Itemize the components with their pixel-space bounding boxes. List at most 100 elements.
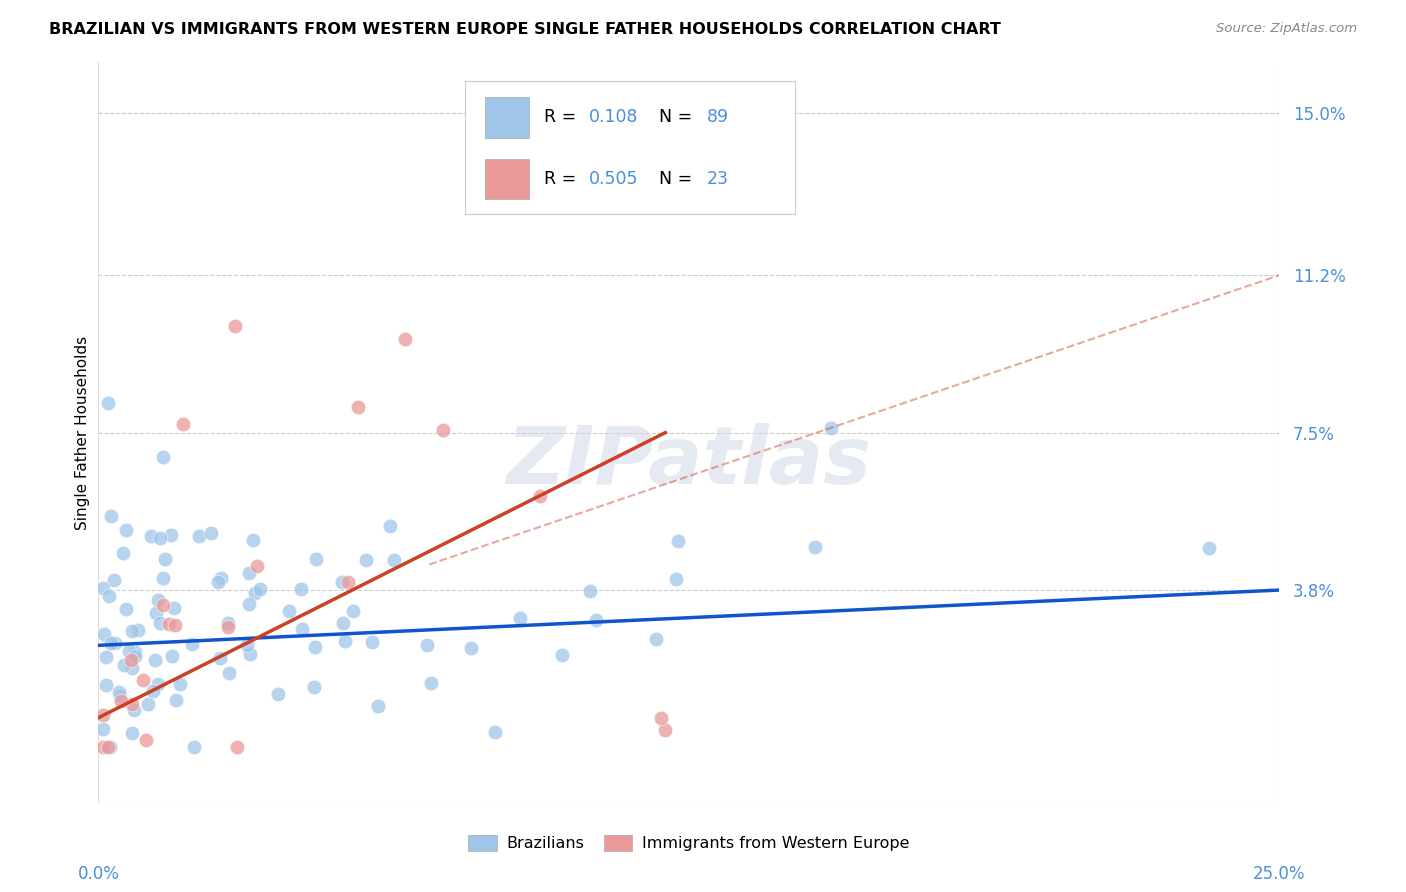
Point: [509, 611, 531, 625]
Point: [98, 740, 121, 755]
Point: [160, 528, 183, 542]
Point: [239, 647, 262, 661]
Point: [416, 638, 439, 652]
Point: [330, 574, 353, 589]
Bar: [485, 159, 530, 200]
Point: [163, 601, 186, 615]
Point: [152, 599, 174, 613]
Point: [224, 319, 246, 334]
Point: [666, 533, 689, 548]
Point: [356, 553, 378, 567]
Point: [238, 597, 260, 611]
Point: [183, 740, 205, 755]
Point: [804, 541, 827, 555]
Point: [121, 624, 143, 639]
Point: [217, 619, 239, 633]
Point: [200, 525, 222, 540]
Legend: Brazilians, Immigrants from Western Europe: Brazilians, Immigrants from Western Euro…: [463, 829, 915, 858]
Point: [367, 698, 389, 713]
Point: [118, 644, 141, 658]
FancyBboxPatch shape: [464, 81, 796, 214]
Point: [238, 566, 260, 580]
Point: [93, 626, 115, 640]
Text: 0.505: 0.505: [589, 169, 638, 187]
Point: [100, 636, 122, 650]
Point: [290, 582, 312, 596]
Text: R =: R =: [544, 108, 582, 127]
Point: [112, 546, 135, 560]
Point: [342, 605, 364, 619]
Point: [218, 665, 240, 680]
Point: [305, 551, 328, 566]
Text: 0.108: 0.108: [589, 108, 638, 127]
Point: [394, 332, 416, 346]
Point: [188, 528, 211, 542]
Point: [103, 573, 125, 587]
Point: [124, 702, 146, 716]
Point: [217, 615, 239, 630]
Text: N =: N =: [659, 169, 699, 187]
Point: [304, 680, 326, 694]
Point: [267, 687, 290, 701]
Point: [104, 636, 127, 650]
Point: [157, 616, 180, 631]
Point: [165, 693, 187, 707]
Point: [91, 708, 114, 723]
Text: BRAZILIAN VS IMMIGRANTS FROM WESTERN EUROPE SINGLE FATHER HOUSEHOLDS CORRELATION: BRAZILIAN VS IMMIGRANTS FROM WESTERN EUR…: [49, 22, 1001, 37]
Point: [579, 584, 602, 599]
Text: ZIPatlas: ZIPatlas: [506, 423, 872, 501]
Point: [432, 423, 454, 437]
Point: [278, 604, 301, 618]
Point: [820, 421, 842, 435]
Point: [382, 553, 405, 567]
Point: [181, 637, 204, 651]
Text: 0.0%: 0.0%: [77, 865, 120, 883]
Point: [169, 677, 191, 691]
Point: [91, 740, 114, 755]
Point: [149, 531, 172, 545]
Point: [115, 601, 138, 615]
Point: [91, 722, 114, 736]
Point: [484, 725, 506, 739]
Point: [249, 582, 271, 596]
Point: [98, 590, 121, 604]
Point: [529, 489, 551, 503]
Point: [149, 616, 172, 631]
Point: [1198, 541, 1220, 555]
Text: 23: 23: [707, 169, 728, 187]
Point: [148, 677, 170, 691]
Point: [242, 533, 264, 548]
Point: [132, 673, 155, 687]
Point: [337, 575, 360, 590]
Point: [121, 661, 143, 675]
Point: [420, 676, 443, 690]
Point: [136, 697, 159, 711]
Point: [160, 649, 183, 664]
Point: [143, 652, 166, 666]
Bar: [485, 97, 530, 138]
Point: [360, 635, 382, 649]
Text: 89: 89: [707, 108, 728, 127]
Point: [585, 613, 607, 627]
Point: [208, 650, 231, 665]
Point: [650, 711, 672, 725]
Point: [380, 519, 402, 533]
Point: [665, 572, 688, 586]
Point: [96, 650, 118, 665]
Point: [115, 523, 138, 537]
Point: [654, 723, 676, 738]
Point: [153, 552, 176, 566]
Point: [207, 575, 229, 590]
Point: [304, 640, 326, 654]
Point: [97, 396, 120, 410]
Y-axis label: Single Father Households: Single Father Households: [75, 335, 90, 530]
Point: [246, 559, 269, 574]
Point: [333, 634, 356, 648]
Point: [124, 649, 146, 664]
Point: [152, 450, 174, 465]
Text: R =: R =: [544, 169, 582, 187]
Point: [124, 645, 146, 659]
Point: [236, 638, 259, 652]
Point: [121, 726, 143, 740]
Text: 25.0%: 25.0%: [1253, 865, 1306, 883]
